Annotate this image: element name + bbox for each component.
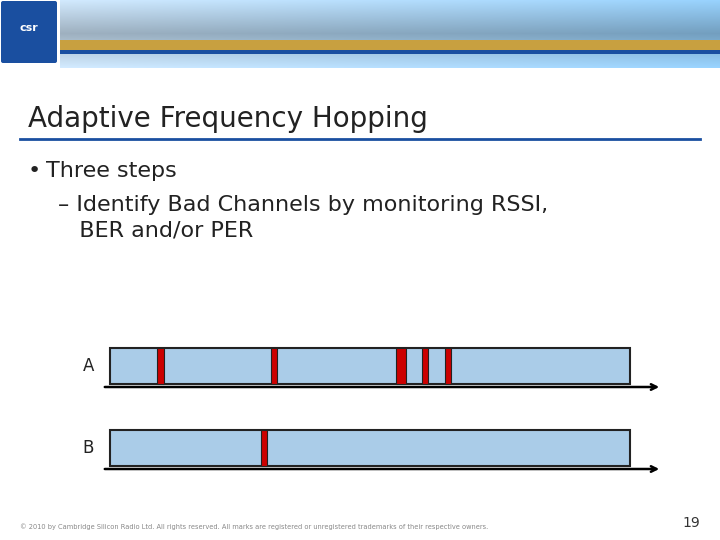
Bar xyxy=(110,348,630,384)
Bar xyxy=(271,348,277,384)
Bar xyxy=(0,50,720,54)
FancyBboxPatch shape xyxy=(1,1,57,63)
Bar xyxy=(422,348,428,384)
Text: Adaptive Frequency Hopping: Adaptive Frequency Hopping xyxy=(28,105,428,133)
Bar xyxy=(110,430,630,466)
Bar xyxy=(396,348,406,384)
Text: 19: 19 xyxy=(683,516,700,530)
Text: csr: csr xyxy=(19,23,38,33)
Text: •: • xyxy=(28,161,41,181)
Bar xyxy=(261,430,267,466)
Text: © 2010 by Cambridge Silicon Radio Ltd. All rights reserved. All marks are regist: © 2010 by Cambridge Silicon Radio Ltd. A… xyxy=(20,523,488,530)
Text: BER and/or PER: BER and/or PER xyxy=(58,221,253,241)
Bar xyxy=(0,40,720,50)
Text: B: B xyxy=(83,439,94,457)
Text: Three steps: Three steps xyxy=(46,161,176,181)
Text: A: A xyxy=(83,357,94,375)
Bar xyxy=(157,348,163,384)
Bar xyxy=(446,348,451,384)
Bar xyxy=(0,0,60,68)
Text: – Identify Bad Channels by monitoring RSSI,: – Identify Bad Channels by monitoring RS… xyxy=(58,195,548,215)
